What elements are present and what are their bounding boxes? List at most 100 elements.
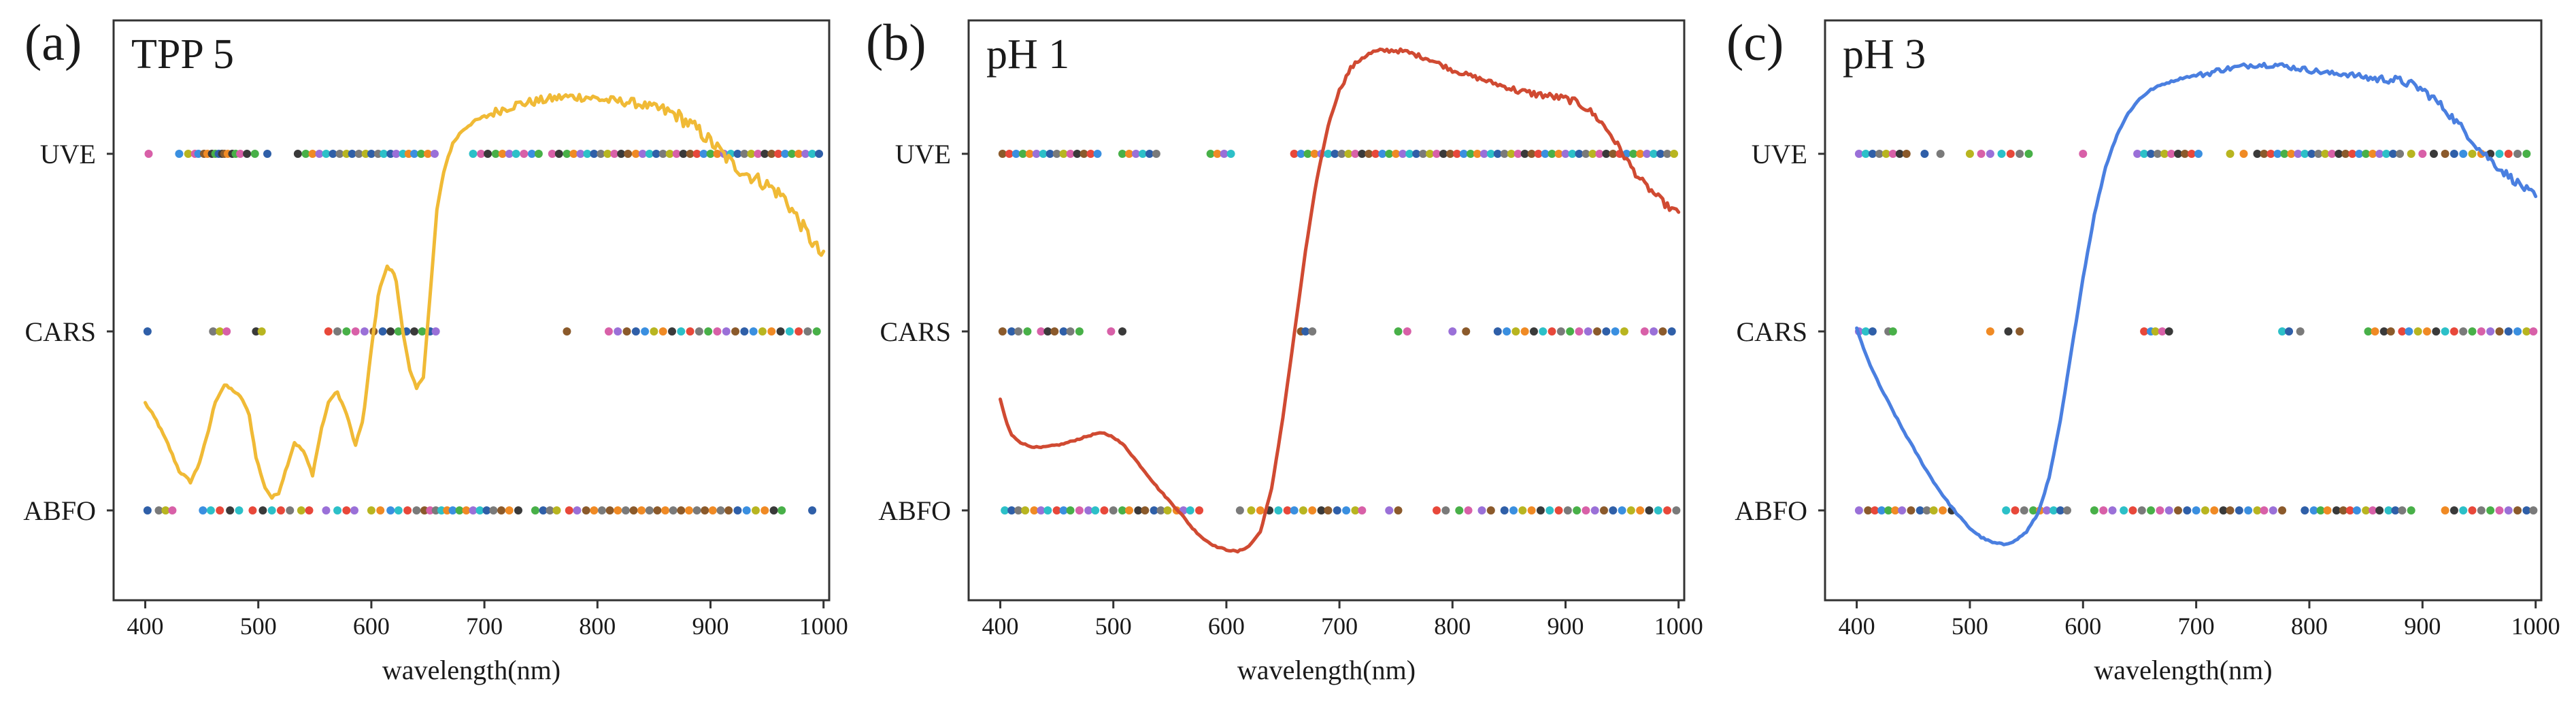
strip-dot (2160, 150, 2169, 158)
strip-dot (1861, 150, 1870, 158)
strip-dot (2407, 150, 2415, 158)
strip-dot (1575, 150, 1584, 158)
strip-dot (563, 327, 571, 336)
strip-dot (1518, 506, 1527, 514)
strip-dot (1365, 150, 1373, 158)
strip-dot (2477, 327, 2486, 336)
strip-dot (2020, 506, 2028, 514)
strip-dot (2120, 506, 2128, 514)
strip-dot (645, 150, 654, 158)
strip-dot (2418, 150, 2427, 158)
x-tick-label: 600 (2064, 612, 2101, 640)
strip-dot (1030, 506, 1039, 514)
x-tick-label: 1000 (2511, 612, 2560, 640)
plot-frame (967, 19, 1686, 602)
strip-dot (1611, 327, 1620, 336)
strip-dot (1884, 506, 1893, 514)
strip-dot (194, 150, 203, 158)
x-tick-label: 400 (1839, 612, 1875, 640)
strip-dot (2108, 506, 2117, 514)
strip-dot (373, 150, 382, 158)
strip-dot (2389, 150, 2398, 158)
strip-dot (1902, 150, 1911, 158)
strip-dot (394, 327, 403, 336)
strip-dot (1507, 150, 1516, 158)
strip-dot (286, 506, 295, 514)
strip-dot (1118, 327, 1127, 336)
strip-dot (1301, 327, 1310, 336)
panel-a: (a) TPP 5 ABFO CARS UVE 400 500 600 700 800 900 100… (23, 14, 848, 685)
strip-dot (590, 506, 599, 514)
strip-dot (2375, 506, 2384, 514)
strip-dot (677, 506, 686, 514)
strip-dot (1600, 506, 1609, 514)
strip-dot (2441, 327, 2449, 336)
strip-dot (2522, 506, 2531, 514)
strip-dot (1297, 150, 1305, 158)
strip-dot (2266, 150, 2275, 158)
strip-dot (1895, 150, 1904, 158)
strip-dot (1452, 150, 1461, 158)
strip-dot (1107, 327, 1116, 336)
panel-label: (b) (866, 14, 926, 71)
strip-dot (2278, 506, 2287, 514)
category-label-abfo: ABFO (23, 495, 96, 526)
strip-dot (1609, 506, 1618, 514)
strip-dot (713, 150, 722, 158)
strip-dot (669, 506, 678, 514)
strip-dot (361, 150, 370, 158)
strip-dot (2278, 327, 2287, 336)
x-tick-label: 400 (127, 612, 164, 640)
strip-dot (2362, 150, 2371, 158)
strip-dot (410, 150, 419, 158)
strip-dot (216, 506, 224, 514)
strip-dot (1590, 506, 1599, 514)
strip-dot (1877, 506, 1886, 514)
strip-dot (1936, 150, 1945, 158)
strip-dot (424, 150, 433, 158)
strip-dot (1059, 506, 1068, 514)
panel-title: pH 1 (986, 31, 1069, 78)
strip-dot (1986, 150, 1994, 158)
strip-dot (1134, 506, 1143, 514)
strip-dot (645, 506, 654, 514)
strip-dot (2201, 506, 2209, 514)
strip-dot (2504, 506, 2513, 514)
strip-dot (1247, 506, 1256, 514)
strip-dot (769, 506, 778, 514)
strip-dot (1037, 506, 1046, 514)
strip-dot (489, 506, 498, 514)
strip-dot (1050, 327, 1059, 336)
strip-dot (1163, 506, 1172, 514)
strip-dot (505, 150, 514, 158)
strip-dot (1477, 506, 1486, 514)
x-tick-label: 800 (1434, 612, 1471, 640)
strip-dot (658, 150, 667, 158)
x-tick-label: 900 (1547, 612, 1584, 640)
strip-dot (1602, 327, 1611, 336)
strip-dot (794, 327, 803, 336)
strip-dot (1385, 150, 1394, 158)
strip-dot (1358, 150, 1367, 158)
strip-dot (1195, 506, 1204, 514)
strip-dot (514, 506, 522, 514)
strip-dot (1529, 327, 1538, 336)
strip-dot (747, 150, 756, 158)
strip-dot (1226, 150, 1235, 158)
strip-dot (258, 506, 267, 514)
strip-dot (1118, 506, 1127, 514)
strip-dot (808, 506, 817, 514)
strip-dot (794, 150, 803, 158)
strip-dot (631, 327, 640, 336)
strip-dot (1073, 150, 1082, 158)
strip-dot (1059, 327, 1068, 336)
strip-dot (2239, 150, 2248, 158)
strip-dot (348, 150, 356, 158)
strip-dot (2468, 327, 2477, 336)
strip-dot (1324, 506, 1333, 514)
strip-dot (2269, 506, 2277, 514)
strip-dot (1854, 506, 1863, 514)
strip-dot (1021, 506, 1030, 514)
strip-dot (2321, 150, 2330, 158)
strip-dot (455, 506, 464, 514)
